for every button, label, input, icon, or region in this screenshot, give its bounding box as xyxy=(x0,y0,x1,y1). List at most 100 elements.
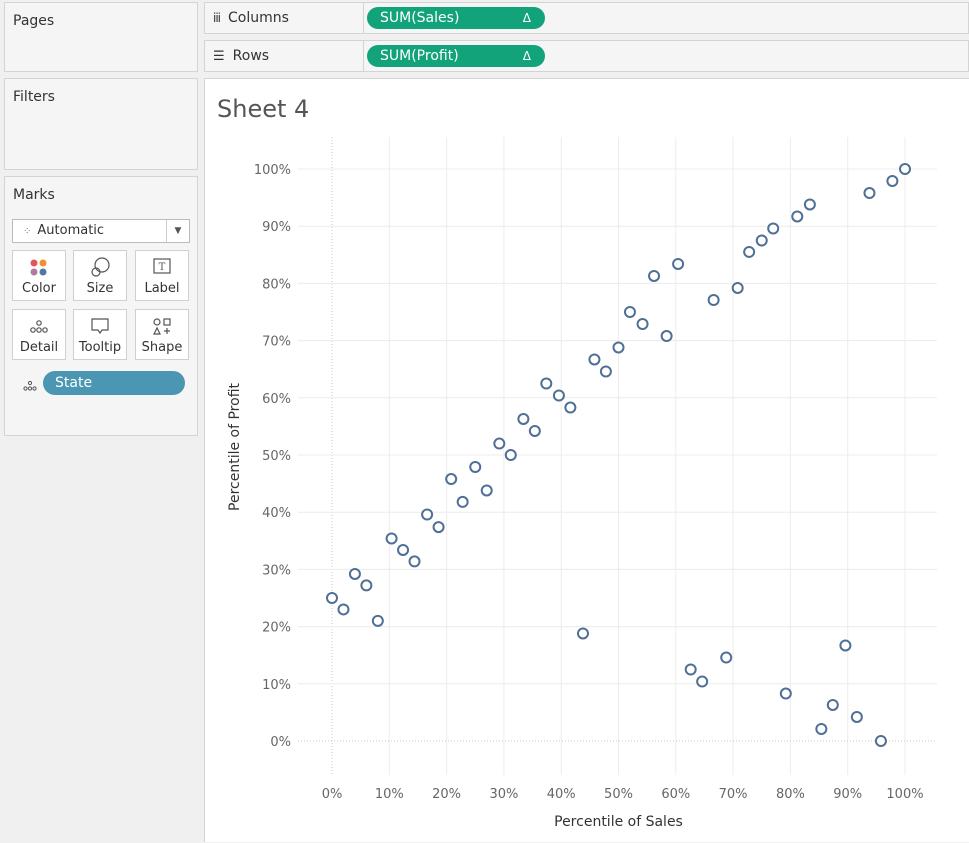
data-point xyxy=(397,543,410,556)
data-point xyxy=(707,293,720,306)
columns-label-text: Columns xyxy=(228,10,289,26)
data-point xyxy=(863,187,876,200)
data-point xyxy=(743,245,756,258)
sum-profit-pill[interactable]: SUM(Profit) Δ xyxy=(367,45,545,67)
data-point xyxy=(528,424,541,437)
x-tick-label: 100% xyxy=(886,787,923,802)
x-tick-label: 20% xyxy=(432,787,461,802)
y-tick-label: 10% xyxy=(262,678,291,693)
data-point xyxy=(696,675,709,688)
size-card[interactable]: Size xyxy=(73,250,127,301)
marks-panel: Marks ⁘ Automatic ▼ Color Size T Label xyxy=(4,176,198,436)
data-point xyxy=(672,257,685,270)
x-tick-label: 30% xyxy=(489,787,518,802)
marks-title: Marks xyxy=(13,187,55,203)
y-tick-label: 50% xyxy=(262,449,291,464)
sheet-view[interactable]: Sheet 4 0% 10% 20% 30% 40% 50% 60% 70% 80% 90% 100… xyxy=(204,78,969,842)
color-card[interactable]: Color xyxy=(12,250,66,301)
data-point xyxy=(720,651,733,664)
data-point xyxy=(576,627,589,640)
columns-shelf[interactable]: iii Columns SUM(Sales) Δ xyxy=(204,2,969,34)
label-card[interactable]: T Label xyxy=(135,250,189,301)
tooltip-card[interactable]: Tooltip xyxy=(73,309,127,360)
x-tick-label: 70% xyxy=(719,787,748,802)
data-point xyxy=(456,495,469,508)
sheet-title: Sheet 4 xyxy=(217,95,310,123)
sum-sales-pill[interactable]: SUM(Sales) Δ xyxy=(367,7,545,29)
data-point xyxy=(348,567,361,580)
x-tick-label: 90% xyxy=(833,787,862,802)
y-tick-label: 100% xyxy=(254,163,291,178)
y-axis-title: Percentile of Profit xyxy=(227,382,243,510)
y-tick-label: 90% xyxy=(262,220,291,235)
y-tick-label: 20% xyxy=(262,621,291,636)
data-point xyxy=(337,603,350,616)
data-point xyxy=(540,377,553,390)
detail-field-icon xyxy=(23,377,37,396)
data-point xyxy=(493,437,506,450)
delta-icon: Δ xyxy=(522,11,531,25)
data-point xyxy=(408,555,421,568)
shelf-divider xyxy=(363,41,364,71)
data-point xyxy=(850,710,863,723)
data-point xyxy=(660,330,673,343)
state-detail-pill[interactable]: State xyxy=(43,371,185,395)
shape-card[interactable]: Shape xyxy=(135,309,189,360)
data-point xyxy=(371,614,384,627)
data-point xyxy=(839,639,852,652)
x-tick-label: 80% xyxy=(776,787,805,802)
data-point xyxy=(648,269,661,282)
rows-icon: ☰ xyxy=(213,48,225,64)
columns-icon: iii xyxy=(213,11,221,25)
shape-icon xyxy=(136,314,188,340)
data-point xyxy=(826,698,839,711)
data-point xyxy=(636,318,649,331)
scatter-chart[interactable]: 0% 10% 20% 30% 40% 50% 60% 70% 80% 90% 100% 0% 10% 20… xyxy=(205,79,969,843)
filters-panel[interactable]: Filters xyxy=(4,78,198,170)
label-label: Label xyxy=(144,281,180,296)
rows-shelf-label: ☰ Rows xyxy=(213,48,269,64)
y-tick-label: 60% xyxy=(262,392,291,407)
data-point xyxy=(469,461,482,474)
x-tick-label: 10% xyxy=(375,787,404,802)
data-point xyxy=(767,222,780,235)
data-point xyxy=(755,234,768,247)
data-point xyxy=(360,579,373,592)
x-tick-label: 0% xyxy=(322,787,343,802)
size-icon xyxy=(74,255,126,281)
data-point xyxy=(803,198,816,211)
y-tick-label: 30% xyxy=(262,563,291,578)
x-axis-title: Percentile of Sales xyxy=(554,814,683,830)
mark-type-dropdown[interactable]: ⁘ Automatic ▼ xyxy=(12,219,190,243)
columns-shelf-label: iii Columns xyxy=(213,10,289,26)
detail-icon xyxy=(13,314,65,340)
delta-icon: Δ xyxy=(522,49,531,63)
size-label: Size xyxy=(86,281,114,296)
y-tick-label: 40% xyxy=(262,506,291,521)
data-point xyxy=(326,592,338,604)
data-point xyxy=(599,365,612,378)
data-point xyxy=(874,735,887,747)
data-point xyxy=(886,175,899,188)
automatic-mark-icon: ⁘ xyxy=(23,226,32,237)
sum-profit-pill-label: SUM(Profit) xyxy=(380,48,459,64)
detail-card[interactable]: Detail xyxy=(12,309,66,360)
svg-text:T: T xyxy=(159,262,166,273)
sum-sales-pill-label: SUM(Sales) xyxy=(380,10,460,26)
rows-shelf[interactable]: ☰ Rows SUM(Profit) Δ xyxy=(204,40,969,72)
data-point xyxy=(791,210,804,223)
filters-title: Filters xyxy=(13,89,55,105)
color-label: Color xyxy=(22,281,56,296)
x-tick-label: 50% xyxy=(604,787,633,802)
data-point xyxy=(779,687,792,700)
y-tick-label: 0% xyxy=(270,735,291,750)
data-point xyxy=(731,281,744,294)
data-point xyxy=(504,449,517,461)
detail-label: Detail xyxy=(19,340,59,355)
chevron-down-icon[interactable]: ▼ xyxy=(166,220,189,242)
label-icon: T xyxy=(136,255,188,281)
x-tick-label: 60% xyxy=(661,787,690,802)
pages-panel[interactable]: Pages xyxy=(4,2,198,72)
data-point xyxy=(480,484,493,497)
shelf-divider xyxy=(363,3,364,33)
